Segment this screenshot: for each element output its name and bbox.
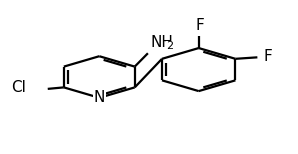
Text: F: F: [196, 18, 204, 33]
Text: NH: NH: [151, 35, 174, 50]
Text: F: F: [263, 49, 272, 64]
Text: Cl: Cl: [11, 80, 26, 95]
Text: N: N: [94, 90, 105, 105]
Text: 2: 2: [166, 41, 173, 51]
